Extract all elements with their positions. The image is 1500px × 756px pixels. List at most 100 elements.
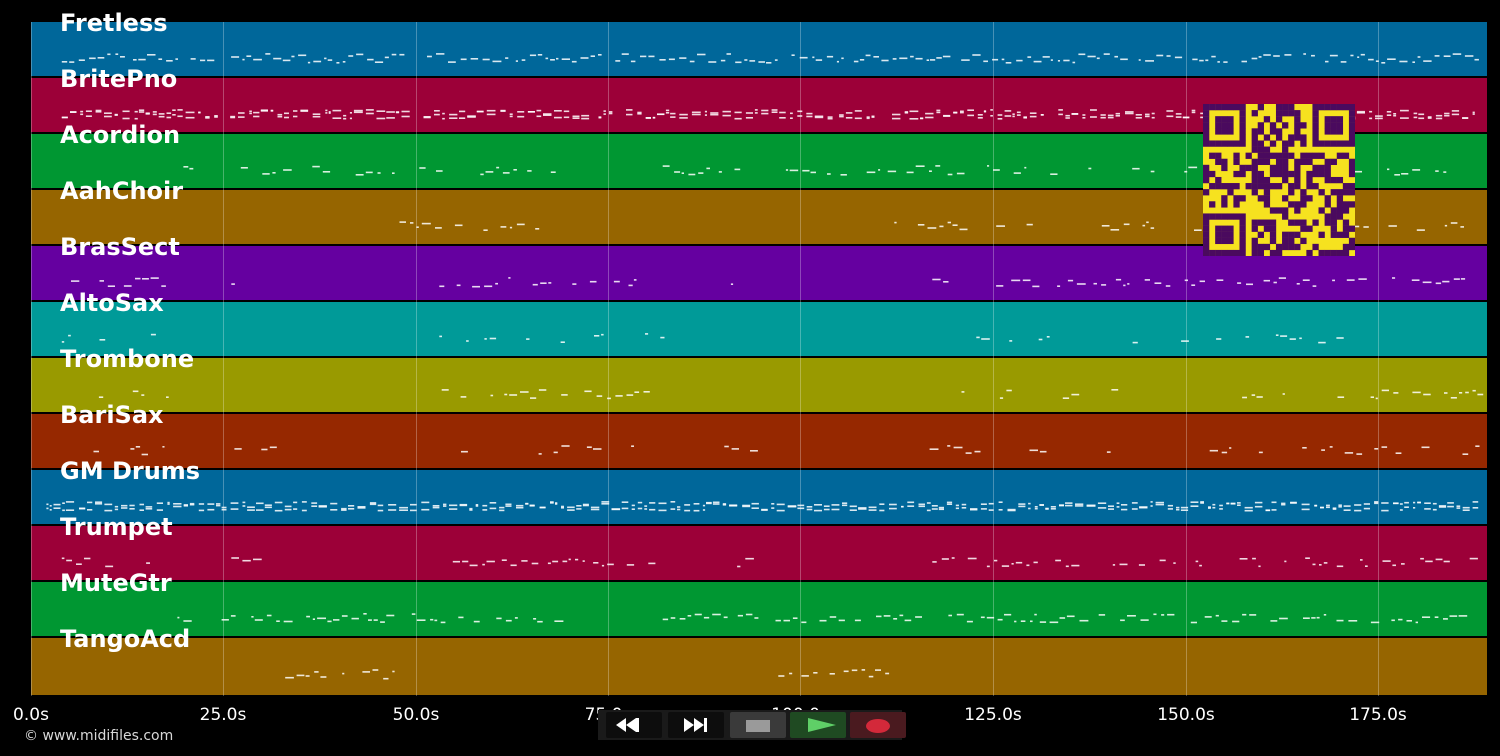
qr-module bbox=[1330, 225, 1337, 232]
qr-module bbox=[1342, 201, 1350, 208]
qr-module bbox=[1288, 231, 1295, 238]
track-lane-fretless bbox=[31, 22, 1487, 76]
qr-module bbox=[1221, 231, 1228, 238]
qr-module bbox=[1209, 213, 1216, 220]
qr-module bbox=[1318, 164, 1325, 172]
qr-module bbox=[1239, 249, 1246, 257]
qr-module bbox=[1348, 237, 1356, 245]
qr-module bbox=[1312, 243, 1319, 251]
qr-module bbox=[1312, 183, 1319, 190]
qr-module bbox=[1269, 128, 1277, 135]
qr-module bbox=[1318, 152, 1325, 159]
qr-module bbox=[1282, 152, 1289, 159]
qr-module bbox=[1269, 122, 1277, 129]
qr-module bbox=[1324, 195, 1331, 202]
qr-module bbox=[1294, 243, 1301, 251]
qr-module bbox=[1215, 176, 1222, 184]
qr-module bbox=[1282, 158, 1289, 165]
qr-module bbox=[1275, 104, 1283, 111]
qr-module bbox=[1215, 213, 1222, 220]
qr-module bbox=[1221, 225, 1228, 232]
fast-forward-button[interactable] bbox=[668, 712, 724, 738]
qr-module bbox=[1209, 170, 1216, 178]
qr-module bbox=[1336, 201, 1344, 208]
qr-module bbox=[1257, 170, 1264, 178]
qr-module bbox=[1251, 237, 1258, 245]
qr-module bbox=[1348, 110, 1356, 117]
qr-module bbox=[1203, 128, 1210, 135]
qr-code bbox=[1203, 104, 1356, 257]
qr-module bbox=[1300, 189, 1307, 196]
qr-module bbox=[1300, 122, 1307, 129]
qr-module bbox=[1306, 249, 1313, 257]
qr-module bbox=[1269, 219, 1277, 226]
qr-module bbox=[1288, 110, 1295, 117]
qr-module bbox=[1269, 140, 1277, 147]
qr-module bbox=[1318, 207, 1325, 214]
qr-module bbox=[1251, 176, 1258, 184]
time-gridline bbox=[800, 22, 801, 696]
qr-module bbox=[1257, 195, 1264, 202]
qr-module bbox=[1306, 170, 1313, 178]
qr-module bbox=[1282, 170, 1289, 178]
qr-module bbox=[1251, 219, 1258, 226]
qr-module bbox=[1263, 243, 1271, 251]
track-lane-trombone bbox=[31, 358, 1487, 412]
qr-module bbox=[1336, 213, 1344, 220]
qr-module bbox=[1294, 183, 1301, 190]
qr-module bbox=[1227, 104, 1234, 111]
track-lane-altosax bbox=[31, 302, 1487, 356]
qr-module bbox=[1330, 189, 1337, 196]
time-gridline bbox=[416, 22, 417, 696]
qr-module bbox=[1269, 170, 1277, 178]
stop-button[interactable] bbox=[730, 712, 786, 738]
track-label-aahchoir: AahChoir bbox=[60, 177, 184, 205]
qr-module bbox=[1263, 176, 1271, 184]
qr-module bbox=[1257, 249, 1264, 257]
qr-module bbox=[1282, 231, 1289, 238]
qr-module bbox=[1239, 110, 1246, 117]
qr-module bbox=[1348, 201, 1356, 208]
qr-module bbox=[1275, 249, 1283, 257]
qr-module bbox=[1342, 225, 1350, 232]
record-button[interactable] bbox=[850, 712, 906, 738]
transport-controls bbox=[598, 710, 906, 740]
qr-module bbox=[1251, 128, 1258, 135]
qr-module bbox=[1294, 128, 1301, 135]
qr-module bbox=[1330, 176, 1337, 184]
play-button[interactable] bbox=[790, 712, 846, 738]
qr-module bbox=[1288, 170, 1295, 178]
qr-module bbox=[1330, 231, 1337, 238]
qr-module bbox=[1330, 140, 1337, 147]
qr-module bbox=[1251, 140, 1258, 147]
time-gridline bbox=[1378, 22, 1379, 696]
qr-module bbox=[1257, 140, 1264, 147]
qr-module bbox=[1306, 158, 1313, 165]
qr-module bbox=[1288, 237, 1295, 245]
qr-module bbox=[1239, 237, 1246, 245]
qr-module bbox=[1239, 231, 1246, 238]
qr-module bbox=[1294, 164, 1301, 172]
qr-module bbox=[1221, 195, 1228, 202]
qr-module bbox=[1233, 152, 1240, 159]
qr-module bbox=[1203, 189, 1210, 196]
qr-module bbox=[1215, 237, 1222, 245]
qr-module bbox=[1342, 219, 1350, 226]
qr-module bbox=[1251, 110, 1258, 117]
qr-module bbox=[1336, 195, 1344, 202]
qr-module bbox=[1215, 140, 1222, 147]
qr-module bbox=[1245, 183, 1252, 190]
qr-module bbox=[1282, 122, 1289, 129]
play-icon bbox=[808, 718, 836, 732]
qr-module bbox=[1348, 134, 1356, 141]
qr-module bbox=[1257, 158, 1264, 165]
qr-module bbox=[1348, 164, 1356, 172]
qr-module bbox=[1239, 128, 1246, 135]
qr-module bbox=[1324, 201, 1331, 208]
qr-module bbox=[1312, 134, 1319, 141]
rewind-button[interactable] bbox=[606, 712, 662, 738]
qr-module bbox=[1239, 170, 1246, 178]
qr-module bbox=[1312, 164, 1319, 172]
qr-module bbox=[1336, 231, 1344, 238]
qr-module bbox=[1215, 152, 1222, 159]
